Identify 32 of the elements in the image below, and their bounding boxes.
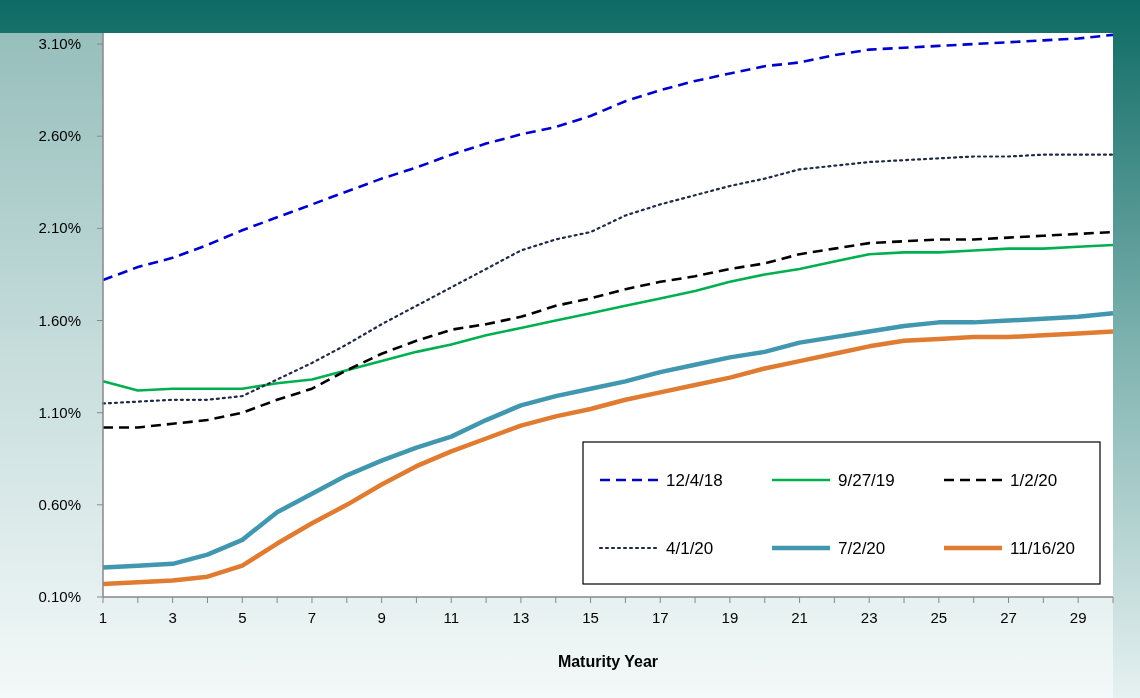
y-tick-label: 2.10% [38,219,81,237]
x-axis-title: Maturity Year [557,653,659,670]
x-tick-label: 11 [443,609,460,626]
x-tick-label: 5 [238,609,247,626]
line-series [101,33,1115,282]
y-tick-label: 1.60% [38,311,81,329]
y-tick-label: 0.10% [38,588,81,605]
x-tick-label: 19 [721,609,739,626]
y-tick-label: 0.60% [38,495,81,513]
y-tick-label: 2.60% [38,127,81,145]
x-tick-label: 23 [860,609,878,626]
x-tick-label: 3 [168,609,177,626]
y-tick-label: 3.10% [38,35,81,53]
line-series [101,153,1115,405]
x-tick-label: 21 [791,609,808,626]
y-tick-label: 1.10% [38,403,81,421]
x-tick-label: 15 [582,609,599,626]
x-tick-label: 13 [512,609,530,626]
x-tick-label: 9 [377,609,386,626]
x-tick-label: 27 [1000,609,1017,626]
legend-label: 4/1/20 [666,539,714,558]
x-tick-label: 17 [651,609,669,626]
x-tick-label: 1 [98,609,108,626]
legend-label: 12/4/18 [666,471,723,490]
legend-label: 7/2/20 [838,539,886,558]
legend-label: 1/2/20 [1010,471,1058,490]
line-series [101,243,1115,392]
x-tick-label: 25 [930,609,948,626]
legend-label: 11/16/20 [1010,539,1075,558]
x-tick-label: 29 [1069,609,1087,626]
legend-label: 9/27/19 [838,471,895,490]
x-tick-label: 7 [307,609,317,626]
